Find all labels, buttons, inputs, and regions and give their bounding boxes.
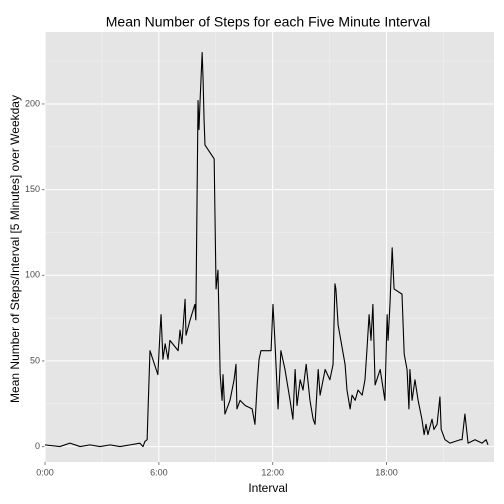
x-tick-label: 0:00 <box>36 467 54 477</box>
y-tick-label: 100 <box>25 270 40 280</box>
y-tick-label: 0 <box>35 441 40 451</box>
plot-panel <box>45 32 494 462</box>
x-tick-label: 18:00 <box>375 467 398 477</box>
x-axis-title: Interval <box>248 481 287 495</box>
y-axis-title: Mean Number of Steps/Interval [5 Minutes… <box>8 95 22 403</box>
x-tick-label: 12:00 <box>261 467 284 477</box>
y-tick-label: 50 <box>30 355 40 365</box>
data-line <box>44 52 489 448</box>
x-tick-label: 6:00 <box>150 467 168 477</box>
y-tick-label: 150 <box>25 184 40 194</box>
y-tick-label: 200 <box>25 98 40 108</box>
chart-title: Mean Number of Steps for each Five Minut… <box>106 14 430 30</box>
